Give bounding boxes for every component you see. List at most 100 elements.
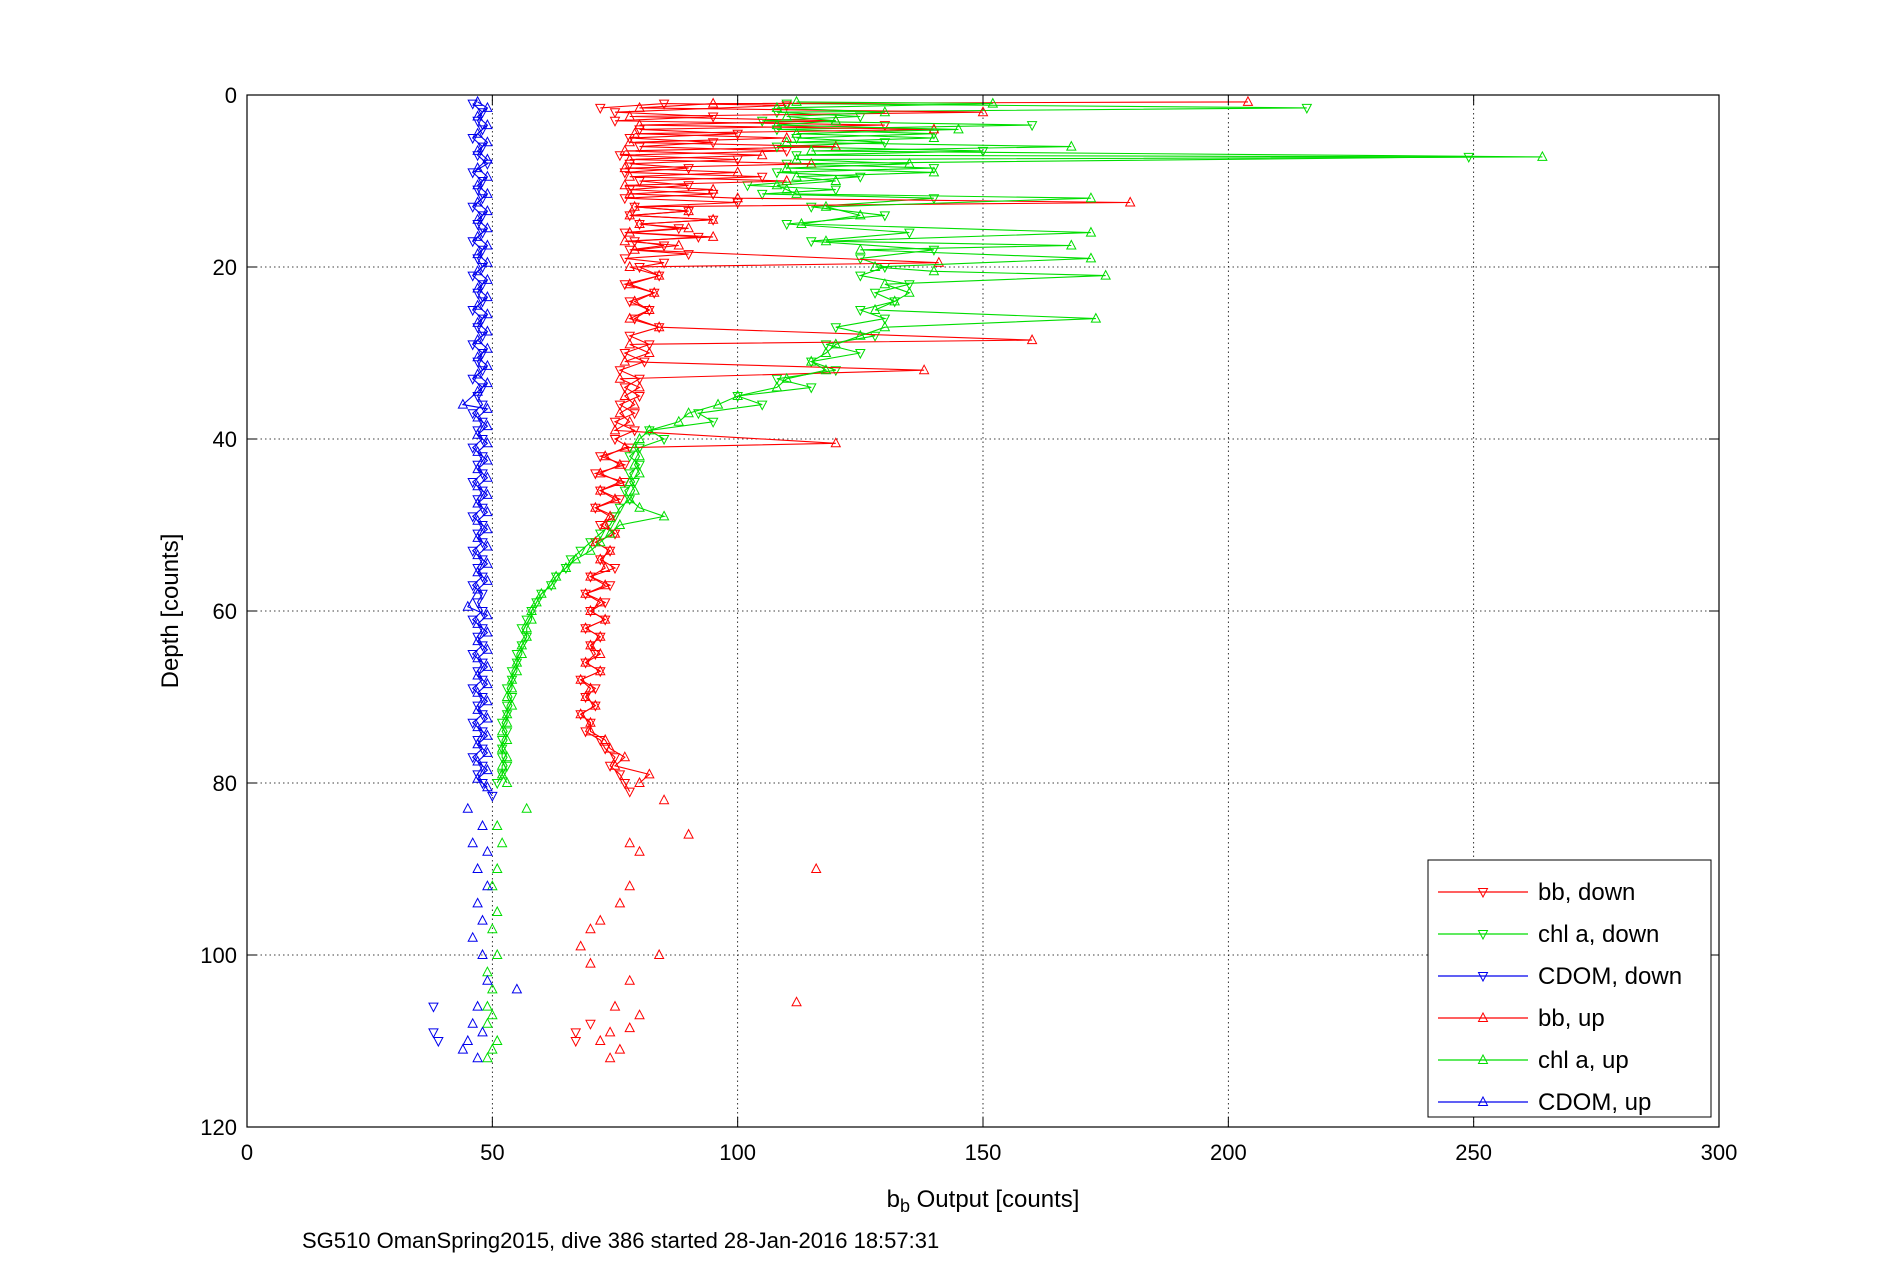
- data-point: [1085, 226, 1097, 237]
- data-point: [472, 529, 483, 540]
- data-point: [599, 579, 611, 590]
- data-point: [791, 153, 802, 164]
- data-point: [933, 256, 945, 267]
- data-point: [1301, 103, 1313, 114]
- data-point: [467, 684, 479, 695]
- data-point: [482, 342, 493, 353]
- data-point: [575, 546, 586, 557]
- data-point: [594, 914, 606, 925]
- data-point: [707, 213, 719, 224]
- data-point: [987, 97, 999, 108]
- data-point: [477, 538, 488, 549]
- data-point: [683, 250, 694, 261]
- data-point: [472, 428, 483, 439]
- data-point: [609, 1000, 621, 1011]
- data-point: [467, 718, 479, 729]
- data-point: [683, 164, 694, 175]
- data-point: [472, 127, 483, 138]
- data-point: [599, 561, 611, 572]
- data-point: [644, 346, 655, 357]
- data-point: [477, 710, 488, 721]
- data-point: [791, 134, 802, 145]
- data-point: [428, 1028, 439, 1039]
- data-point: [904, 157, 915, 168]
- data-point: [585, 544, 596, 555]
- data-point: [467, 168, 479, 179]
- data-point: [531, 596, 542, 607]
- data-point: [609, 759, 621, 770]
- data-point: [472, 254, 483, 265]
- data-point: [658, 794, 670, 805]
- data-point: [707, 417, 719, 428]
- data-point: [644, 426, 655, 437]
- data-point: [619, 441, 631, 452]
- data-point: [472, 772, 483, 783]
- data-point: [467, 271, 479, 282]
- x-tick-label: 300: [1701, 1140, 1738, 1165]
- data-point: [879, 121, 891, 132]
- y-tick-label: 0: [225, 83, 237, 108]
- data-point: [585, 682, 596, 693]
- data-point: [467, 753, 479, 764]
- data-point: [619, 349, 631, 360]
- data-point: [482, 420, 493, 431]
- legend-marker: [1477, 1053, 1489, 1064]
- data-point: [467, 443, 479, 454]
- data-point: [609, 493, 621, 504]
- data-point: [482, 325, 493, 336]
- data-point: [781, 220, 793, 231]
- data-point: [477, 280, 488, 291]
- data-point: [624, 974, 636, 985]
- data-point: [482, 101, 493, 112]
- data-point: [472, 495, 483, 506]
- data-point: [791, 95, 802, 106]
- data-point: [624, 187, 636, 198]
- data-point: [820, 235, 832, 246]
- data-point: [487, 1009, 498, 1020]
- data-point: [791, 996, 802, 1007]
- legend-label: bb, up: [1538, 1005, 1605, 1032]
- data-point: [472, 652, 483, 663]
- data-point: [472, 635, 483, 646]
- data-point: [472, 862, 483, 873]
- data-point: [467, 581, 479, 592]
- data-point: [634, 125, 645, 136]
- data-point: [1026, 121, 1038, 132]
- data-point: [683, 222, 694, 233]
- data-point: [869, 260, 881, 271]
- data-point: [575, 675, 586, 686]
- data-point: [653, 323, 665, 334]
- data-point: [477, 948, 488, 959]
- data-point: [575, 708, 586, 719]
- data-point: [482, 291, 493, 302]
- data-point: [879, 106, 891, 117]
- data-point: [830, 366, 842, 377]
- data-point: [624, 209, 636, 220]
- data-point: [594, 529, 606, 540]
- data-point: [619, 779, 631, 790]
- data-point: [472, 564, 483, 575]
- legend-marker: [1477, 972, 1489, 983]
- data-point: [624, 331, 636, 342]
- data-point: [585, 923, 596, 934]
- data-point: [889, 295, 901, 306]
- data-point: [472, 701, 483, 712]
- data-point: [594, 553, 606, 564]
- data-point: [482, 1017, 493, 1028]
- data-point: [855, 243, 866, 254]
- data-point: [580, 693, 591, 704]
- data-point: [707, 138, 719, 149]
- data-point: [472, 497, 483, 508]
- data-point: [482, 574, 493, 585]
- data-point: [594, 632, 606, 643]
- data-point: [482, 359, 493, 370]
- data-point: [707, 97, 719, 108]
- data-point: [619, 144, 631, 155]
- data-point: [624, 278, 636, 289]
- data-point: [634, 1009, 645, 1020]
- data-point: [477, 914, 488, 925]
- data-point: [472, 323, 483, 334]
- data-point: [634, 101, 645, 112]
- data-point: [496, 768, 508, 779]
- data-point: [614, 1043, 626, 1054]
